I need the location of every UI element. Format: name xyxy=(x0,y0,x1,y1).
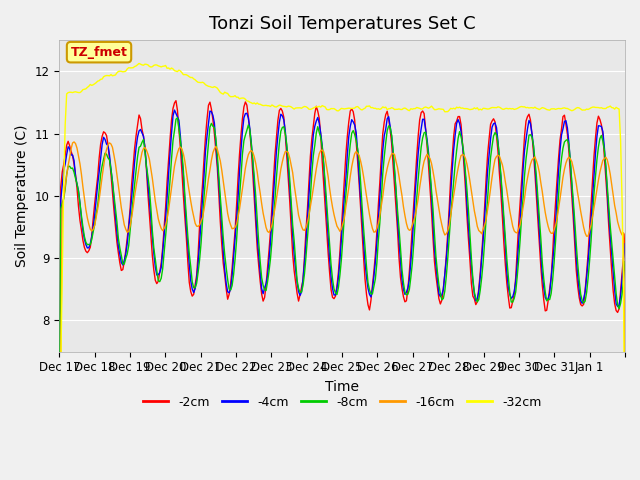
Legend: -2cm, -4cm, -8cm, -16cm, -32cm: -2cm, -4cm, -8cm, -16cm, -32cm xyxy=(138,391,547,414)
Title: Tonzi Soil Temperatures Set C: Tonzi Soil Temperatures Set C xyxy=(209,15,476,33)
Y-axis label: Soil Temperature (C): Soil Temperature (C) xyxy=(15,125,29,267)
Text: TZ_fmet: TZ_fmet xyxy=(70,46,127,59)
X-axis label: Time: Time xyxy=(325,380,359,394)
